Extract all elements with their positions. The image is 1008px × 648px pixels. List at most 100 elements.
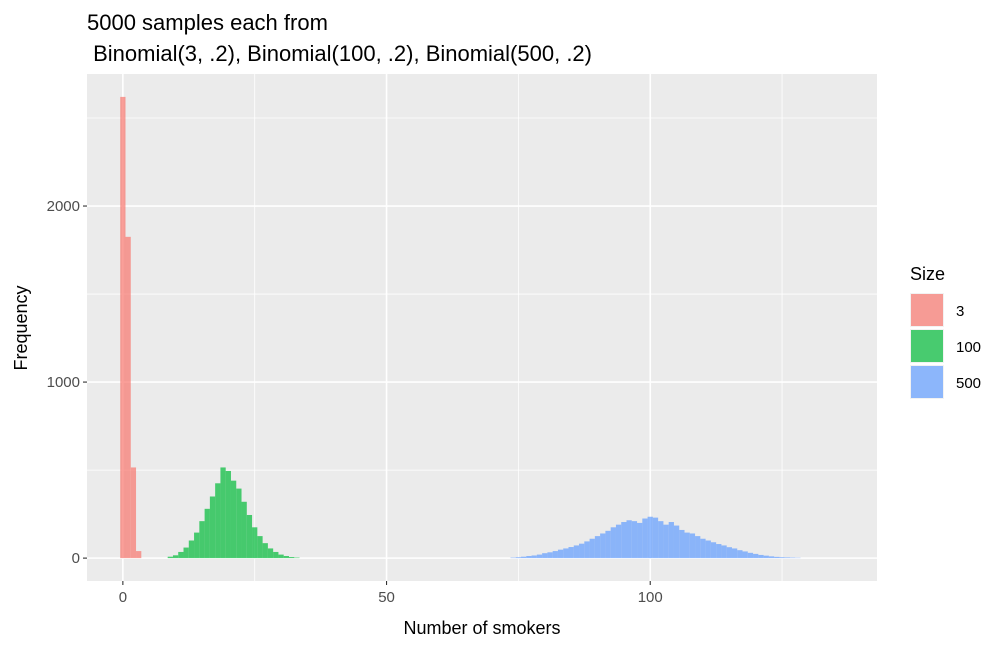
histogram-bar (515, 557, 522, 559)
legend-label: 500 (956, 375, 981, 392)
histogram-bar (252, 527, 258, 559)
histogram-bar (294, 557, 300, 559)
histogram-bar (209, 496, 216, 559)
histogram-bar (120, 96, 126, 559)
histogram-bar (557, 549, 564, 559)
histogram-bar (668, 522, 674, 559)
histogram-bar (283, 556, 289, 559)
histogram-bar (700, 538, 706, 559)
histogram-bar (188, 540, 195, 559)
histogram-bar (768, 556, 775, 559)
histogram-bar (542, 553, 548, 559)
histogram-bar (594, 536, 601, 559)
histogram-bar (731, 548, 738, 559)
histogram-bar (758, 554, 764, 559)
x-tick-label: 0 (119, 589, 127, 606)
histogram-bar (278, 554, 284, 559)
histogram-bar (225, 470, 231, 559)
histogram-bar (199, 521, 205, 559)
histogram-bar (536, 554, 543, 559)
histogram-bar (784, 557, 790, 559)
series-3 (120, 96, 142, 559)
histogram-bar (721, 545, 727, 559)
histogram-bar (726, 547, 732, 559)
histogram-bar (246, 514, 253, 559)
histogram-bar (204, 508, 210, 559)
histogram-bar (172, 555, 179, 559)
histogram-bar (568, 547, 574, 559)
histogram-bar (753, 553, 759, 559)
y-axis: 0 1000 2000 (47, 198, 87, 567)
histogram-bar (684, 532, 690, 559)
histogram-bar (615, 524, 622, 559)
chart-title-line-1: 5000 samples each from (87, 10, 328, 35)
legend-item-3: 3 (910, 293, 964, 327)
histogram-bar (789, 557, 796, 559)
histogram-bar (573, 545, 580, 559)
y-tick-label: 0 (72, 550, 80, 567)
histogram-bar (705, 540, 711, 559)
histogram-bar (584, 541, 590, 559)
histogram-bar (215, 483, 221, 559)
histogram-bar (695, 536, 701, 559)
histogram-bar (183, 547, 189, 559)
histogram-bar (637, 522, 643, 559)
chart-title-line-2: Binomial(3, .2), Binomial(100, .2), Bino… (87, 41, 592, 66)
histogram-bar (288, 557, 295, 559)
histogram-bar (763, 555, 769, 559)
histogram-bar (220, 467, 226, 559)
histogram-bar (774, 556, 780, 559)
histogram-bar (510, 557, 516, 559)
histogram-bar (526, 556, 532, 559)
histogram-bar (257, 536, 263, 559)
x-tick-label: 100 (638, 589, 663, 606)
legend-swatch (911, 330, 943, 362)
histogram-bar (610, 527, 616, 559)
histogram-bar (273, 551, 279, 559)
histogram-bar (262, 543, 268, 559)
series-500 (510, 516, 801, 559)
histogram-bars (120, 96, 801, 559)
histogram-bar (521, 556, 527, 559)
histogram-bar (589, 538, 595, 559)
histogram-bar (742, 551, 748, 559)
histogram-bar (605, 530, 611, 559)
histogram-bar (167, 556, 173, 559)
y-tick-label: 1000 (47, 374, 80, 391)
series-100 (167, 467, 300, 559)
legend-label: 3 (956, 303, 964, 320)
histogram-bar (579, 543, 585, 559)
histogram-bar (626, 520, 632, 559)
histogram-bar (552, 551, 558, 559)
x-axis-title: Number of smokers (403, 618, 560, 638)
histogram-bar (125, 236, 131, 559)
histogram-bar (710, 542, 717, 559)
histogram-bar (716, 544, 722, 559)
histogram-bar (642, 518, 648, 559)
histogram-bar (130, 467, 137, 559)
histogram-bar (658, 521, 664, 559)
legend-item-500: 500 (910, 365, 981, 399)
histogram-bar (689, 533, 696, 559)
histogram-bar (236, 488, 242, 559)
histogram-bar (600, 533, 606, 559)
histogram-bar (194, 532, 200, 559)
x-axis: 0 50 100 (119, 581, 663, 606)
histogram-bar (737, 550, 743, 559)
x-tick-label: 50 (378, 589, 395, 606)
legend-swatch (911, 294, 943, 326)
grid-minor (87, 74, 877, 581)
histogram-bar (241, 501, 247, 559)
histogram-bar (663, 524, 669, 559)
histogram-bar (679, 529, 685, 559)
histogram-bar (747, 552, 754, 559)
legend-label: 100 (956, 339, 981, 356)
histogram-bar (563, 548, 569, 559)
histogram-bar (652, 517, 659, 559)
histogram-bar (673, 525, 680, 559)
y-tick-label: 2000 (47, 198, 80, 215)
legend-item-100: 100 (910, 329, 981, 363)
histogram-bar (647, 516, 653, 559)
legend-title: Size (910, 264, 945, 284)
